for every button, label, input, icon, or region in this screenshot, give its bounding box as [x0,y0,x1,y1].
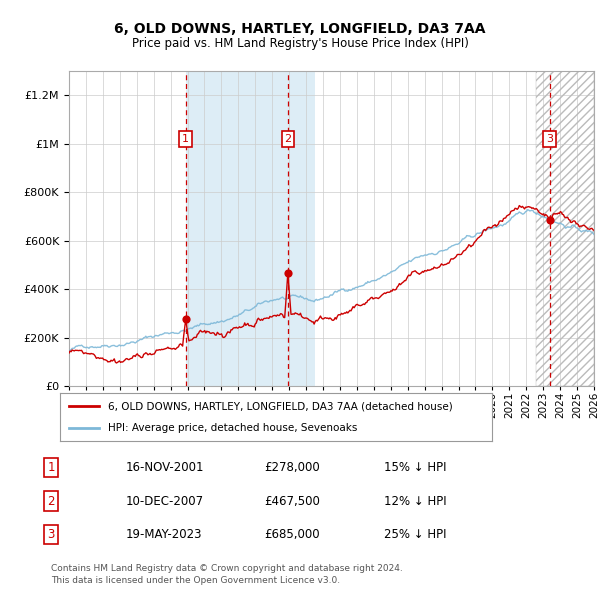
Text: 2: 2 [47,494,55,507]
Bar [536,71,594,386]
Bar [536,71,594,386]
Text: HPI: Average price, detached house, Sevenoaks: HPI: Average price, detached house, Seve… [107,423,357,433]
Point [545,215,554,225]
Text: £467,500: £467,500 [264,494,320,507]
Text: Contains HM Land Registry data © Crown copyright and database right 2024.
This d: Contains HM Land Registry data © Crown c… [51,565,403,585]
Text: 16-NOV-2001: 16-NOV-2001 [126,461,205,474]
Text: 12% ↓ HPI: 12% ↓ HPI [384,494,446,507]
Text: 1: 1 [47,461,55,474]
Text: £685,000: £685,000 [264,528,320,541]
Text: 1: 1 [182,134,189,144]
Text: £278,000: £278,000 [264,461,320,474]
Point [181,314,190,324]
Text: 6, OLD DOWNS, HARTLEY, LONGFIELD, DA3 7AA (detached house): 6, OLD DOWNS, HARTLEY, LONGFIELD, DA3 7A… [107,401,452,411]
Text: 2: 2 [284,134,292,144]
Text: 19-MAY-2023: 19-MAY-2023 [126,528,203,541]
Text: 3: 3 [546,134,553,144]
Text: Price paid vs. HM Land Registry's House Price Index (HPI): Price paid vs. HM Land Registry's House … [131,37,469,50]
Text: 3: 3 [47,528,55,541]
Text: 15% ↓ HPI: 15% ↓ HPI [384,461,446,474]
Text: 25% ↓ HPI: 25% ↓ HPI [384,528,446,541]
Text: 6, OLD DOWNS, HARTLEY, LONGFIELD, DA3 7AA: 6, OLD DOWNS, HARTLEY, LONGFIELD, DA3 7A… [114,22,486,37]
Text: 10-DEC-2007: 10-DEC-2007 [126,494,204,507]
Point [283,268,293,278]
Bar [185,71,314,386]
